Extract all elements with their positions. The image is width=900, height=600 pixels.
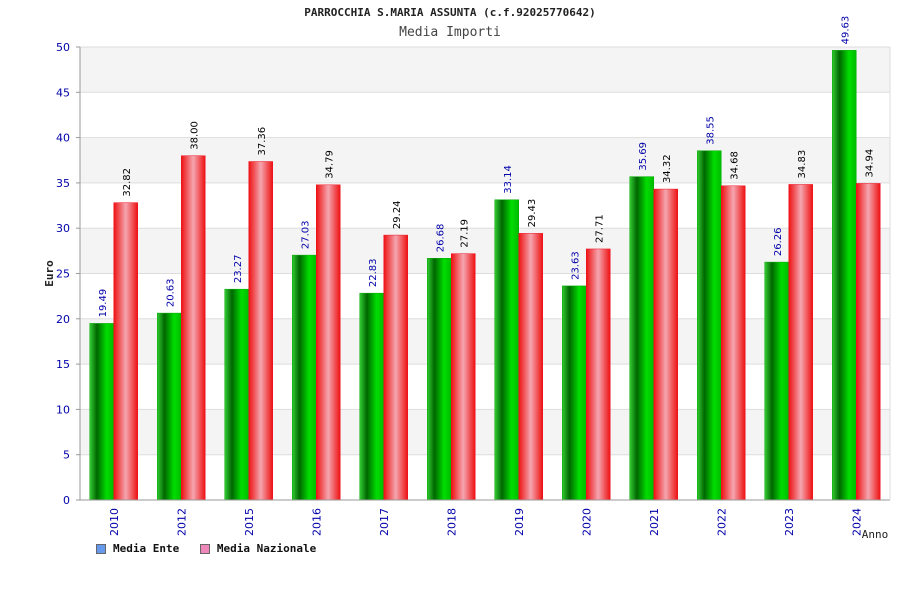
plot-band xyxy=(80,364,890,410)
data-label: 19.49 xyxy=(98,289,109,318)
axes xyxy=(76,46,891,501)
x-tick-label: 2020 xyxy=(580,508,593,536)
x-tick-label: 2024 xyxy=(850,508,863,536)
y-tick-label: 5 xyxy=(63,449,70,462)
bar-media-ente xyxy=(832,50,857,501)
plot-band xyxy=(80,92,890,138)
y-tick-label: 15 xyxy=(56,358,70,371)
bar-media-nazionale xyxy=(383,234,408,501)
legend-swatch-media-ente xyxy=(96,543,106,554)
plot-band xyxy=(80,318,890,365)
bar-media-nazionale xyxy=(451,253,476,501)
x-tick-label: 2023 xyxy=(783,508,796,536)
x-tick-label: 2015 xyxy=(243,508,256,536)
plot-band xyxy=(80,47,890,93)
y-tick-label: 35 xyxy=(56,177,70,190)
x-tick-label: 2017 xyxy=(378,508,391,536)
y-tick-label: 25 xyxy=(56,268,70,281)
data-label: 23.63 xyxy=(570,251,581,280)
data-label: 26.68 xyxy=(435,224,446,253)
y-tick-label: 0 xyxy=(63,494,70,507)
x-tick-label: 2012 xyxy=(175,508,188,536)
legend-swatch-media-nazionale xyxy=(199,543,210,554)
legend-label-media-ente: Media Ente xyxy=(113,542,180,555)
bar-media-nazionale xyxy=(586,248,611,501)
x-tick-label: 2018 xyxy=(445,508,458,536)
plot-band xyxy=(80,454,890,500)
plot-band xyxy=(80,228,890,274)
data-label: 27.71 xyxy=(594,214,605,243)
bar-media-ente xyxy=(157,312,182,501)
bar-media-nazionale xyxy=(721,185,746,501)
data-label: 20.63 xyxy=(165,278,176,307)
legend: Media Ente Media Nazionale xyxy=(96,542,330,557)
bar-media-nazionale xyxy=(113,202,138,501)
data-label: 34.94 xyxy=(864,149,875,178)
data-label: 27.19 xyxy=(459,219,470,248)
bar-media-ente xyxy=(697,150,722,501)
data-label: 27.03 xyxy=(300,220,311,249)
data-label: 23.27 xyxy=(233,255,244,284)
bar-media-ente xyxy=(427,258,452,501)
y-tick-label: 20 xyxy=(56,313,70,326)
data-label: 33.14 xyxy=(503,165,514,194)
legend-item-media-ente: Media Ente xyxy=(96,542,179,555)
plot-band xyxy=(80,273,890,319)
bar-media-nazionale xyxy=(518,233,543,501)
bar-media-ente xyxy=(629,176,654,501)
chart-title: PARROCCHIA S.MARIA ASSUNTA (c.f.92025770… xyxy=(304,6,596,19)
y-tick-label: 10 xyxy=(56,403,70,416)
data-label: 34.32 xyxy=(662,154,673,183)
bars-group xyxy=(89,50,881,501)
data-label: 49.63 xyxy=(840,16,851,45)
x-tick-label: 2016 xyxy=(310,508,323,536)
x-tick-label: 2022 xyxy=(715,508,728,536)
bar-media-nazionale xyxy=(248,161,273,501)
bar-media-nazionale xyxy=(856,183,881,501)
labels-group: 0 5 10 15 20 25 30 35 40 45 50 Euro Anno 2010 19.49 32.… xyxy=(43,16,888,541)
data-label: 37.36 xyxy=(257,127,268,156)
y-tick-label: 30 xyxy=(56,222,70,235)
y-tick-label: 50 xyxy=(56,41,70,54)
bar-media-ente xyxy=(764,261,789,501)
data-label: 29.43 xyxy=(527,199,538,228)
y-tick-label: 45 xyxy=(56,86,70,99)
bar-media-nazionale xyxy=(788,184,813,501)
y-tick-label: 40 xyxy=(56,132,70,145)
plot-band xyxy=(80,182,890,229)
chart-subtitle: Media Importi xyxy=(399,25,501,40)
data-label: 26.26 xyxy=(773,227,784,256)
plot-band xyxy=(80,137,890,183)
y-axis-label: Euro xyxy=(43,260,56,287)
data-label: 38.00 xyxy=(189,121,200,150)
bar-media-ente xyxy=(89,323,114,501)
x-axis-label: Anno xyxy=(862,528,889,541)
bar-media-ente xyxy=(562,285,587,501)
bar-media-ente xyxy=(494,199,519,501)
legend-item-media-nazionale: Media Nazionale xyxy=(199,542,317,555)
data-label: 38.55 xyxy=(705,116,716,145)
data-label: 34.68 xyxy=(729,151,740,180)
data-label: 34.83 xyxy=(797,150,808,179)
x-tick-label: 2010 xyxy=(108,508,121,536)
data-label: 35.69 xyxy=(638,142,649,171)
x-tick-label: 2021 xyxy=(648,508,661,536)
bar-media-ente xyxy=(224,288,249,501)
plot-background xyxy=(80,47,890,500)
bar-media-ente xyxy=(359,292,384,501)
legend-label-media-nazionale: Media Nazionale xyxy=(216,542,317,555)
plot-band xyxy=(80,409,890,455)
data-label: 32.82 xyxy=(122,168,133,197)
bar-media-nazionale xyxy=(653,188,678,501)
data-label: 29.24 xyxy=(392,200,403,229)
x-tick-label: 2019 xyxy=(513,508,526,536)
bar-media-nazionale xyxy=(181,155,206,501)
bar-media-ente xyxy=(292,254,317,501)
data-label: 34.79 xyxy=(324,150,335,179)
data-label: 22.83 xyxy=(368,259,379,288)
bar-media-nazionale xyxy=(316,184,341,501)
